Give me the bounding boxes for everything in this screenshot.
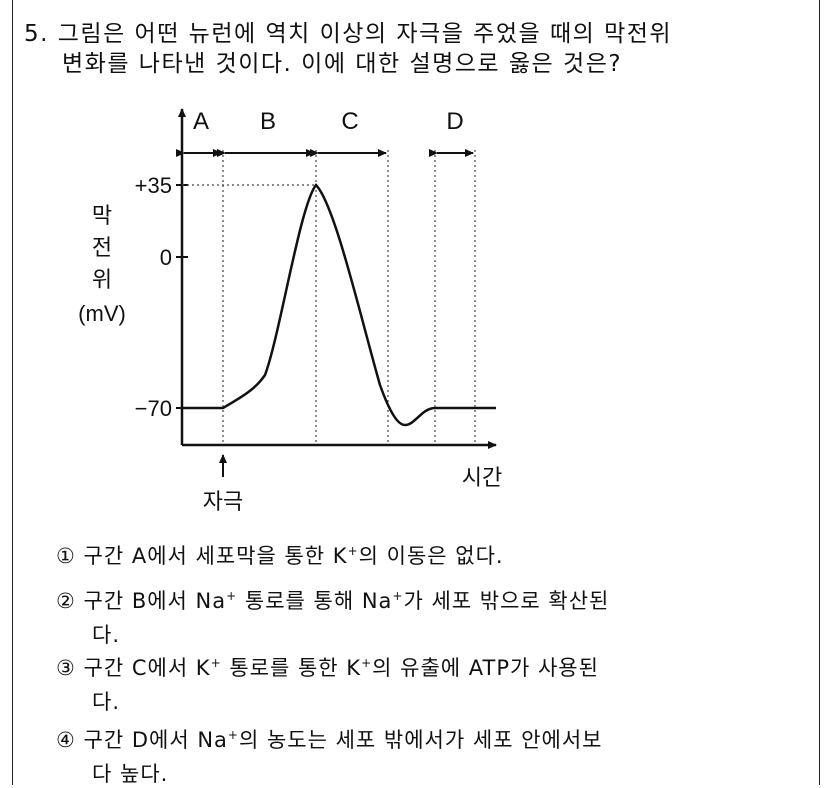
option-1-text-a: 구간 A에서 세포막을 통한 K	[83, 544, 348, 568]
option-3-text-a: 구간 C에서 K	[83, 656, 211, 680]
y-axis-label-char: 막	[92, 204, 112, 229]
option-2-number: ②	[56, 589, 76, 613]
segment-label-b: B	[260, 108, 276, 135]
option-3-sup-2: +	[361, 656, 373, 670]
question-line-2: 변화를 나타낸 것이다. 이에 대한 설명으로 옳은 것은?	[62, 51, 623, 77]
option-4-text-a: 구간 D에서 Na	[83, 728, 228, 752]
membrane-potential-diagram: A B C D +35 0 −70 막 전 위 (mV) 자극 시간	[78, 108, 502, 515]
option-4-continuation: 다 높다.	[92, 762, 169, 786]
option-1-text-b: 의 이동은 없다.	[358, 544, 504, 568]
option-1[interactable]: ① 구간 A에서 세포막을 통한 K+의 이동은 없다.	[56, 540, 504, 570]
y-tick-label-plus35: +35	[135, 173, 172, 198]
option-3-text-c: 의 유출에 ATP가 사용된	[372, 656, 599, 680]
stimulus-label: 자극	[203, 490, 243, 515]
question-frame	[12, 0, 820, 785]
y-axis-label-char: 위	[92, 268, 112, 293]
option-1-number: ①	[56, 544, 76, 568]
option-1-text: 구간 A에서 세포막을 통한 K+의 이동은 없다.	[84, 544, 504, 568]
segment-boundaries	[222, 150, 476, 445]
option-2-sup: +	[226, 589, 238, 603]
option-3[interactable]: ③ 구간 C에서 K+ 통로를 통한 K+의 유출에 ATP가 사용된 다.	[56, 652, 599, 716]
option-3-continuation: 다.	[92, 690, 120, 714]
segment-label-d: D	[446, 108, 463, 135]
option-3-sup: +	[210, 656, 222, 670]
y-tick-label-minus70: −70	[135, 396, 172, 421]
option-3-text-b: 통로를 통한 K	[221, 656, 362, 680]
option-3-text: 구간 C에서 K+ 통로를 통한 K+의 유출에 ATP가 사용된	[84, 656, 599, 680]
x-axis-label: 시간	[462, 466, 502, 491]
option-4-sup: +	[227, 728, 239, 742]
option-4-text: 구간 D에서 Na+의 농도는 세포 밖에서가 세포 안에서보	[84, 728, 603, 752]
option-2-continuation: 다.	[92, 623, 120, 647]
option-4-number: ④	[56, 728, 76, 752]
option-1-sup: +	[347, 544, 359, 558]
segment-label-c: C	[341, 108, 358, 135]
y-tick-label-zero: 0	[160, 245, 172, 270]
option-2-text-c: 가 세포 밖으로 확산된	[403, 589, 610, 613]
option-2-text: 구간 B에서 Na+ 통로를 통해 Na+가 세포 밖으로 확산된	[84, 589, 610, 613]
question-line-1: 5. 그림은 어떤 뉴런에 역치 이상의 자극을 주었을 때의 막전위	[24, 21, 673, 47]
option-2[interactable]: ② 구간 B에서 Na+ 통로를 통해 Na+가 세포 밖으로 확산된 다.	[56, 585, 609, 649]
option-2-sup-2: +	[392, 589, 404, 603]
option-4-text-b: 의 농도는 세포 밖에서가 세포 안에서보	[238, 728, 603, 752]
y-axis-label-unit: (mV)	[78, 301, 126, 326]
action-potential-curve	[182, 183, 496, 427]
option-3-number: ③	[56, 656, 76, 680]
segment-label-a: A	[193, 108, 209, 135]
y-axis-label-char: 전	[92, 236, 112, 261]
option-2-text-b: 통로를 통해 Na	[237, 589, 393, 613]
option-4[interactable]: ④ 구간 D에서 Na+의 농도는 세포 밖에서가 세포 안에서보 다 높다.	[56, 724, 602, 788]
option-2-text-a: 구간 B에서 Na	[83, 589, 227, 613]
